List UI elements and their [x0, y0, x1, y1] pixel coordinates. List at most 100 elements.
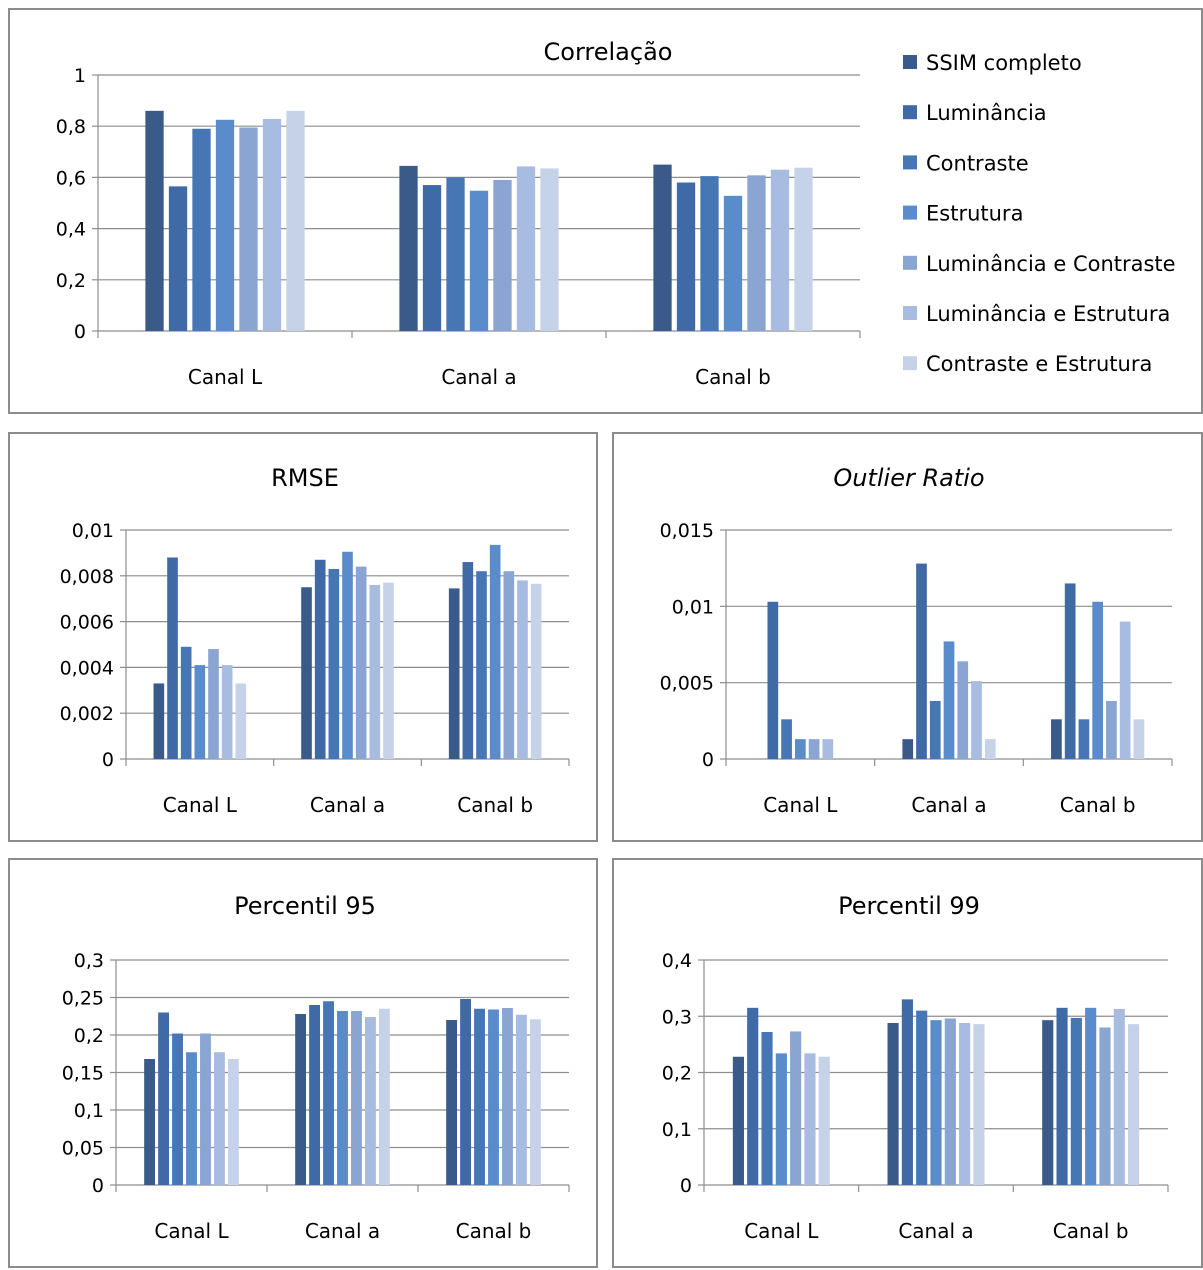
category-label: Canal L [163, 793, 238, 817]
legend-entry: Contraste e Estrutura [926, 352, 1152, 376]
bar-luminancia-e-contraste-canal-b [503, 571, 515, 759]
bar-estrutura-canal-l [775, 1053, 787, 1185]
bar-luminancia-e-contraste-canal-b [502, 1008, 513, 1185]
legend-swatch-contraste [903, 155, 917, 170]
legend-entry: Contraste [926, 151, 1029, 175]
bar-contraste-canal-a [446, 177, 465, 331]
bar-luminancia-canal-l [767, 601, 779, 759]
bar-ssim-completo-canal-a [301, 587, 312, 759]
bar-luminancia-e-estrutura-canal-b [1119, 621, 1131, 759]
y-tick-label: 0,006 [60, 612, 114, 634]
bar-contraste-e-estrutura-canal-l [227, 1059, 239, 1185]
category-label: Canal a [305, 1219, 380, 1243]
bar-ssim-completo-canal-b [448, 588, 460, 759]
bar-ssim-completo-canal-b [1042, 1020, 1054, 1185]
bar-contraste-e-estrutura-canal-b [1128, 1024, 1140, 1185]
category-label: Canal L [154, 1219, 229, 1243]
bar-contraste-e-estrutura-canal-a [973, 1024, 985, 1185]
chart-correlacao: Correlação 0 0,2 0,4 0,6 0,8 1 Canal L Canal a Ca… [56, 38, 1176, 389]
chart-panel-percentil-99: Percentil 99 0 0,1 0,2 0,3 0,4 Canal L Canal a C… [612, 858, 1203, 1268]
bar-luminancia-canal-b [1056, 1007, 1068, 1185]
y-tick-label: 0 [702, 749, 714, 771]
bar-luminancia-e-contraste-canal-l [808, 739, 820, 759]
bar-estrutura-canal-l [794, 739, 806, 759]
y-tick-label: 0 [102, 749, 114, 771]
bar-luminancia-e-contraste-canal-a [957, 661, 969, 759]
bar-contraste-e-estrutura-canal-l [286, 110, 305, 331]
legend-entry: Luminância e Contraste [926, 252, 1176, 276]
bar-ssim-completo-canal-b [446, 1020, 458, 1185]
chart-title: RMSE [271, 464, 339, 492]
bar-luminancia-e-estrutura-canal-l [213, 1052, 225, 1185]
bar-luminancia-canal-l [167, 557, 178, 759]
bar-ssim-completo-canal-a [399, 165, 418, 331]
legend-entry: Luminância e Estrutura [926, 302, 1170, 326]
y-tick-label: 0,4 [56, 219, 86, 241]
bar-contraste-canal-a [328, 568, 340, 759]
bar-ssim-completo-canal-l [144, 1059, 156, 1185]
chart-title: Outlier Ratio [833, 464, 984, 492]
bar-luminancia-e-contraste-canal-l [239, 127, 258, 331]
bar-estrutura-canal-a [469, 190, 489, 331]
category-label: Canal b [1053, 1219, 1129, 1243]
y-tick-label: 0,002 [60, 703, 114, 725]
bar-luminancia-e-contraste-canal-l [200, 1033, 211, 1185]
bar-luminancia-e-estrutura-canal-a [364, 1017, 376, 1185]
category-label: Canal a [310, 793, 385, 817]
bar-contraste-canal-l [172, 1033, 183, 1185]
y-tick-label: 0,1 [74, 1100, 104, 1122]
bar-estrutura-canal-b [488, 1009, 499, 1185]
legend-swatch-contraste-e-estrutura [903, 356, 917, 371]
legend-swatch-ssim-completo [903, 55, 917, 69]
bar-ssim-completo-canal-b [653, 164, 672, 331]
chart-panel-rmse: RMSE 0 0,002 0,004 0,006 0,008 0,01 Canal L Cana… [8, 432, 598, 842]
bar-luminancia-canal-a [901, 999, 913, 1185]
chart-panel-outlier-ratio: Outlier Ratio 0 0,005 0,01 0,015 Canal L Canal… [612, 432, 1203, 842]
bar-luminancia-canal-l [168, 186, 188, 331]
bar-luminancia-canal-a [916, 563, 927, 759]
bar-luminancia-e-contraste-canal-l [790, 1031, 802, 1185]
bar-contraste-e-estrutura-canal-b [529, 1019, 541, 1185]
bar-luminancia-e-estrutura-canal-a [369, 584, 381, 759]
bar-estrutura-canal-b [1085, 1007, 1097, 1185]
chart-title: Percentil 99 [838, 892, 980, 920]
category-label: Canal a [898, 1219, 973, 1243]
y-tick-label: 0,15 [62, 1063, 104, 1085]
bar-estrutura-canal-l [194, 665, 206, 759]
bar-contraste-e-estrutura-canal-a [378, 1008, 390, 1185]
y-tick-label: 0,01 [672, 596, 714, 618]
bar-estrutura-canal-a [342, 551, 353, 759]
bar-luminancia-canal-l [158, 1012, 170, 1185]
category-label: Canal b [456, 1219, 532, 1243]
legend-swatch-estrutura [903, 205, 917, 220]
bar-contraste-e-estrutura-canal-b [1133, 719, 1145, 759]
chart-rmse: RMSE 0 0,002 0,004 0,006 0,008 0,01 Canal L Cana… [60, 464, 570, 817]
bar-estrutura-canal-a [943, 641, 955, 759]
bar-ssim-completo-canal-b [1051, 719, 1062, 759]
y-tick-label: 0,004 [60, 657, 114, 679]
legend-entry: SSIM completo [926, 51, 1082, 75]
bar-luminancia-e-contraste-canal-b [747, 175, 766, 331]
chart-percentil-95: Percentil 95 0 0,05 0,1 0,15 0,2 0,25 0,3 Canal … [62, 892, 570, 1243]
y-tick-label: 0,2 [74, 1025, 104, 1047]
bar-ssim-completo-canal-a [887, 1023, 899, 1185]
chart-outlier-ratio: Outlier Ratio 0 0,005 0,01 0,015 Canal L Canal… [660, 464, 1173, 817]
bar-estrutura-canal-l [186, 1052, 197, 1185]
bar-contraste-e-estrutura-canal-l [818, 1056, 830, 1185]
bar-contraste-canal-a [323, 1001, 334, 1185]
y-tick-label: 0 [74, 321, 86, 343]
bar-contraste-canal-a [916, 1010, 928, 1185]
y-tick-label: 0,2 [56, 270, 86, 292]
bar-luminancia-canal-l [747, 1007, 759, 1185]
chart-title: Correlação [544, 38, 673, 66]
bar-contraste-e-estrutura-canal-a [984, 739, 996, 759]
category-label: Canal a [441, 365, 516, 389]
legend-entry: Luminância [926, 101, 1047, 125]
bar-luminancia-e-estrutura-canal-b [1113, 1008, 1125, 1185]
bar-contraste-e-estrutura-canal-a [540, 168, 559, 331]
bar-luminancia-canal-b [676, 182, 696, 331]
bar-luminancia-canal-b [462, 562, 474, 759]
y-tick-label: 0,1 [662, 1119, 692, 1141]
bar-contraste-canal-l [761, 1032, 773, 1185]
bar-contraste-canal-b [700, 176, 719, 331]
